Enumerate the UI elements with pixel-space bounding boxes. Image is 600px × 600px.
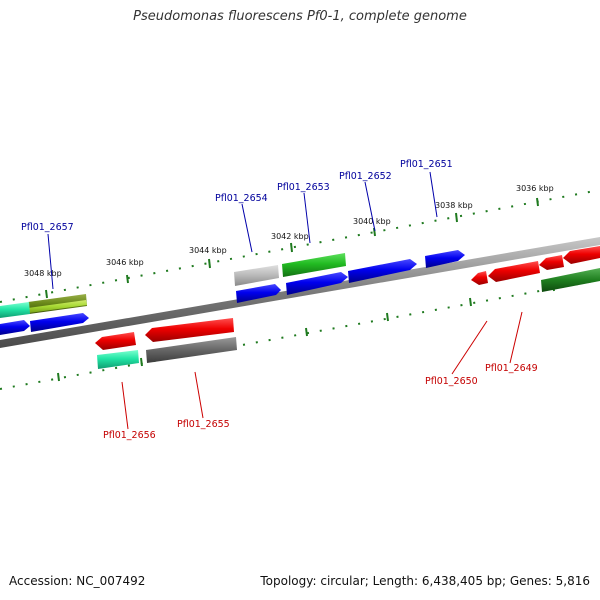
forward-genes	[0, 250, 465, 335]
gene-arrow-2653-blue	[286, 272, 348, 295]
gene-arrow-2651	[425, 250, 465, 268]
gene-label-2653: Pfl01_2653	[277, 182, 330, 193]
gene-arrow-2657-lime	[28, 300, 87, 313]
tick-label-3036: 3036 kbp	[516, 184, 554, 193]
gene-arrow-2649-c	[563, 246, 600, 264]
leader-2654	[241, 203, 253, 253]
gene-label-2649: Pfl01_2649	[485, 363, 538, 374]
gene-label-2654: Pfl01_2654	[215, 193, 268, 204]
gene-arrow-2655-grey	[146, 337, 237, 363]
gene-arrow-2652	[348, 259, 417, 283]
leader-2649	[509, 311, 523, 364]
forward-leaders	[47, 171, 438, 290]
leader-2652	[364, 181, 376, 232]
scale-dots-lower	[0, 279, 600, 390]
gene-arrow-2655-red	[145, 318, 234, 342]
major-tick	[455, 212, 458, 223]
gene-label-2656: Pfl01_2656	[103, 430, 156, 441]
gene-arrow-2656-teal	[97, 350, 139, 369]
leader-2656	[121, 381, 129, 430]
tick-label-3048: 3048 kbp	[24, 269, 62, 278]
gene-arrow-left-blue	[0, 320, 30, 335]
accession-text: Accession: NC_007492	[9, 574, 146, 588]
major-tick	[208, 258, 211, 269]
major-tick	[386, 312, 389, 322]
leader-2655	[194, 371, 204, 419]
major-tick	[290, 242, 293, 253]
major-tick	[126, 274, 129, 284]
gene-label-2655: Pfl01_2655	[177, 419, 230, 430]
leader-2657	[47, 233, 54, 290]
gene-label-2657: Pfl01_2657	[21, 222, 74, 233]
gene-arrow-2654-grey	[234, 265, 279, 286]
major-tick	[57, 372, 60, 382]
major-tick	[469, 297, 472, 307]
gene-label-2650: Pfl01_2650	[425, 376, 478, 387]
major-tick	[305, 327, 308, 337]
gene-arrow-2656-red	[95, 332, 136, 350]
major-tick	[140, 357, 143, 367]
reverse-genes	[95, 246, 600, 369]
scale-dots-upper	[0, 189, 600, 303]
gene-arrow-2649-green	[541, 268, 600, 292]
tick-label-3040: 3040 kbp	[353, 217, 391, 226]
gene-arrow-2653-green	[282, 253, 346, 277]
leader-2650	[451, 320, 488, 375]
tick-label-3038: 3038 kbp	[435, 201, 473, 210]
tick-label-3042: 3042 kbp	[271, 232, 309, 241]
gene-arrow-2650	[471, 271, 488, 285]
reverse-leaders	[121, 311, 523, 430]
major-tick	[45, 289, 48, 299]
gene-arrow-left-teal	[0, 302, 30, 318]
tick-label-3044: 3044 kbp	[189, 246, 227, 255]
leader-2651	[429, 171, 438, 218]
map-title: Pseudomonas fluorescens Pf0-1, complete …	[133, 9, 467, 24]
tick-label-3046: 3046 kbp	[106, 258, 144, 267]
leader-2653	[303, 192, 311, 244]
genome-summary-text: Topology: circular; Length: 6,438,405 bp…	[260, 574, 590, 588]
major-tick	[536, 197, 539, 207]
gene-label-2651: Pfl01_2651	[400, 159, 453, 170]
genome-backbone	[0, 237, 600, 348]
gene-arrow-2649-b	[539, 255, 564, 270]
gene-arrow-2654-blue	[236, 284, 281, 303]
gene-arrow-2649-a	[488, 261, 540, 282]
gene-label-2652: Pfl01_2652	[339, 171, 392, 182]
gene-arrow-2657-blue	[30, 313, 89, 332]
